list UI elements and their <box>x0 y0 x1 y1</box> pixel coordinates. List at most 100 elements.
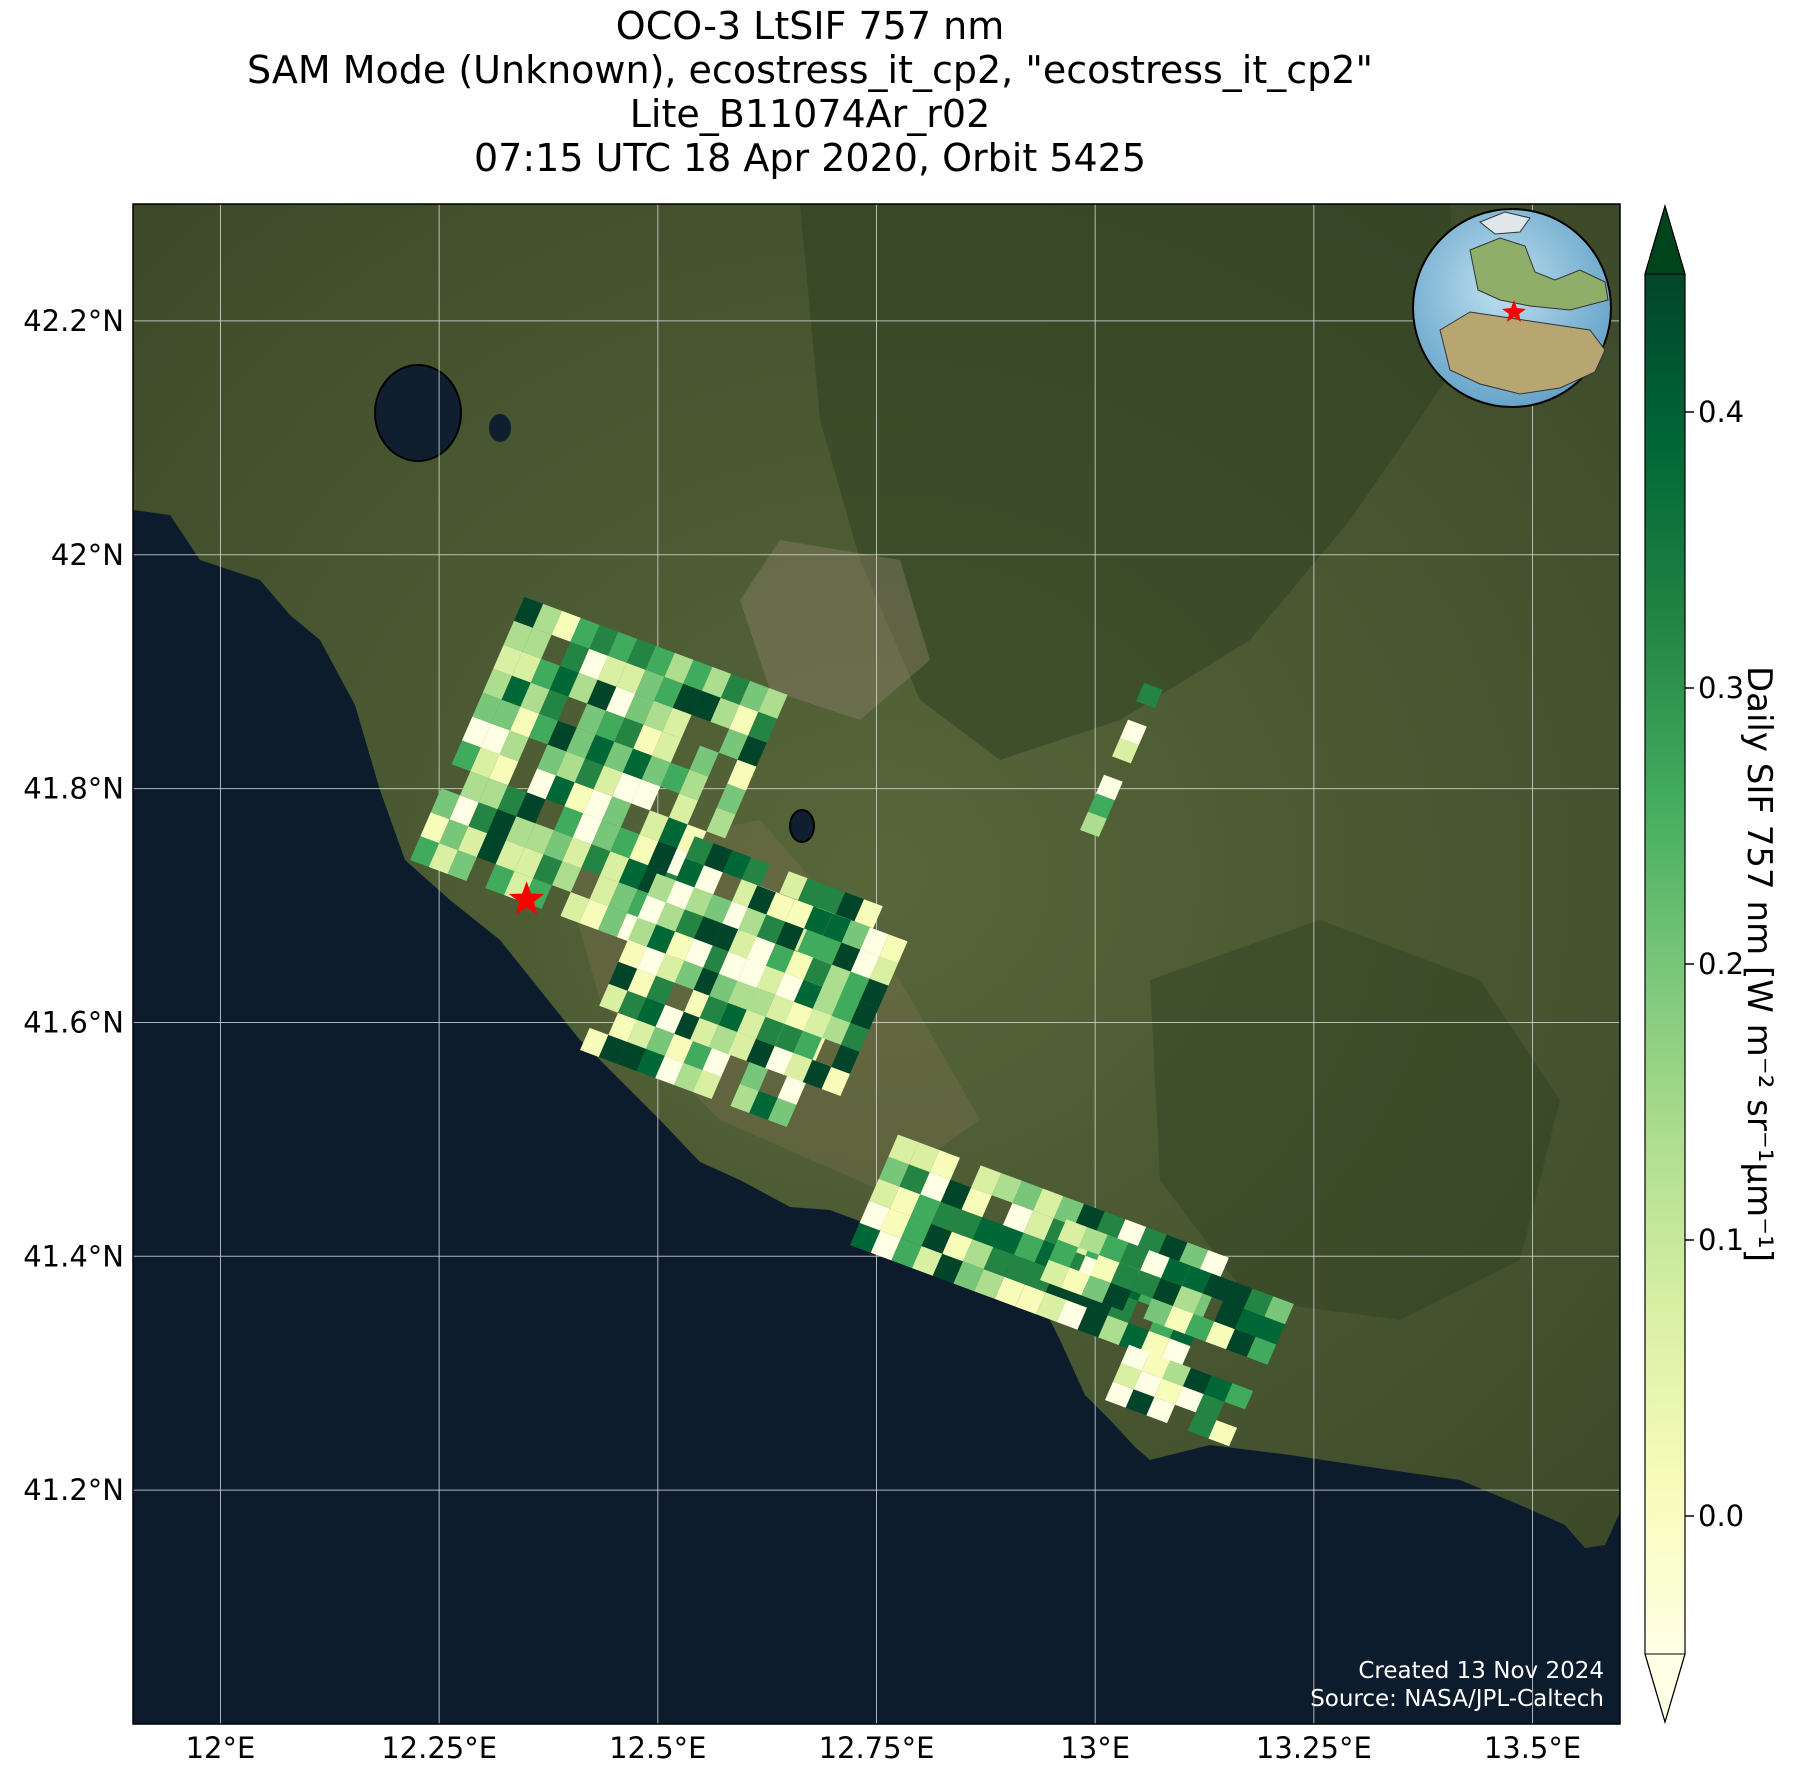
sif-footprint <box>1002 1202 1034 1233</box>
globe-icon <box>1412 208 1612 408</box>
sif-footprint <box>716 783 746 815</box>
sif-footprint <box>583 789 613 821</box>
sif-footprint <box>694 865 723 895</box>
sif-footprint <box>802 1059 832 1089</box>
sif-footprint <box>951 1209 983 1240</box>
sif-footprint <box>869 1178 900 1209</box>
sif-footprint <box>1131 1270 1161 1299</box>
sif-footprint <box>1078 1227 1108 1255</box>
sif-footprint <box>912 1246 943 1276</box>
sif-footprint <box>664 652 694 684</box>
sif-footprint <box>608 882 638 914</box>
sif-footprint <box>497 785 527 817</box>
lat-tick-label: 41.4°N <box>23 1239 124 1273</box>
sif-footprint <box>1090 1254 1120 1283</box>
sif-footprint <box>803 957 832 987</box>
sif-footprint <box>637 946 666 976</box>
sif-footprint <box>478 778 508 810</box>
sif-footprint <box>994 1276 1025 1307</box>
sif-footprint <box>1187 1412 1217 1439</box>
sif-footprint <box>674 1062 703 1092</box>
sif-footprint <box>683 1040 712 1070</box>
sif-footprint <box>1203 1375 1233 1402</box>
title-line-4: 07:15 UTC 18 Apr 2020, Orbit 5425 <box>473 136 1146 180</box>
sif-footprint <box>841 971 870 1001</box>
sif-footprint <box>599 983 628 1013</box>
sif-footprint <box>460 771 490 803</box>
sif-footprint <box>1012 1180 1043 1211</box>
sif-footprint <box>889 1186 921 1217</box>
sif-footprint <box>1060 1267 1091 1296</box>
sif-footprint <box>631 779 661 811</box>
sif-footprint <box>899 1164 930 1195</box>
title-block: OCO-3 LtSIF 757 nm SAM Mode (Unknown), e… <box>0 4 1620 180</box>
sif-footprint <box>685 836 714 866</box>
sif-footprint <box>489 754 519 786</box>
sif-footprint <box>1146 1397 1175 1424</box>
title-line-1: OCO-3 LtSIF 757 nm <box>615 4 1005 48</box>
sif-footprint <box>804 906 833 936</box>
sif-footprint <box>574 758 604 790</box>
sif-footprint <box>1181 1265 1212 1294</box>
colorbar-tick-label: 0.0 <box>1698 1499 1744 1533</box>
sif-footprint <box>606 686 636 718</box>
sif-footprint <box>953 1261 984 1292</box>
sif-footprint <box>533 854 563 886</box>
sif-footprint <box>1184 1313 1215 1342</box>
sif-footprint <box>991 1173 1023 1203</box>
sif-footprint <box>602 796 632 828</box>
sif-footprint <box>506 816 536 848</box>
sif-footprint <box>552 861 582 893</box>
lake-albano <box>789 809 815 843</box>
sif-footprint <box>720 673 750 705</box>
sif-footprint <box>1164 1306 1194 1334</box>
sif-footprint <box>618 990 647 1020</box>
sif-footprint <box>581 844 611 876</box>
sif-footprint <box>1004 1254 1035 1285</box>
sif-footprint <box>428 843 458 874</box>
sif-footprint <box>850 1222 881 1253</box>
sif-footprint <box>482 668 512 700</box>
sif-footprint <box>576 703 606 735</box>
sif-footprint <box>641 755 671 787</box>
sif-footprint <box>684 938 713 968</box>
sif-footprint <box>931 1201 962 1232</box>
lake-bracciano <box>374 364 462 462</box>
sif-footprint <box>1088 793 1115 819</box>
sif-footprint <box>514 847 544 879</box>
sif-footprint <box>655 1055 684 1085</box>
sif-footprint <box>785 899 814 929</box>
sif-footprint <box>543 830 573 862</box>
sif-footprint <box>727 759 757 791</box>
sif-footprint <box>690 1017 719 1047</box>
sif-footprint <box>635 669 665 701</box>
sif-footprint <box>627 968 656 998</box>
sif-footprint <box>647 873 676 903</box>
sif-footprint <box>618 939 647 969</box>
sif-footprint <box>570 617 600 649</box>
sif-footprint <box>749 1090 778 1120</box>
sif-footprint <box>526 768 556 800</box>
sif-footprint <box>600 851 630 883</box>
sif-footprint <box>636 997 666 1027</box>
sif-footprint <box>568 672 598 704</box>
sif-footprint <box>942 1231 973 1262</box>
sif-footprint <box>420 812 450 844</box>
sif-footprint <box>1118 1323 1150 1353</box>
colorbar-ticks: 0.0 0.1 0.2 0.3 0.4 <box>1685 395 1744 1533</box>
sif-footprint <box>627 1019 656 1049</box>
map-frame <box>132 203 1621 1725</box>
sif-footprint <box>1183 1367 1212 1394</box>
sif-footprint <box>740 1061 769 1091</box>
sif-footprint <box>532 603 562 635</box>
colorbar-body <box>1645 274 1685 1654</box>
colorbar-label: Daily SIF 757 nm [W m⁻² sr⁻¹μm⁻¹] <box>1739 666 1779 1262</box>
sif-footprint <box>1081 1275 1111 1304</box>
sif-footprint <box>585 734 615 766</box>
sif-footprint <box>593 765 623 797</box>
sif-footprint <box>1023 1210 1054 1241</box>
sif-footprint <box>560 641 590 673</box>
sif-footprint <box>822 964 851 994</box>
sif-footprint <box>626 638 656 670</box>
